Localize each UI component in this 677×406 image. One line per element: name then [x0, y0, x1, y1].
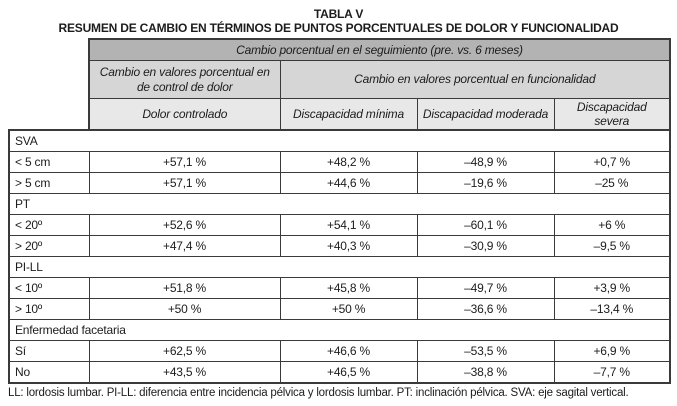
data-cell: +51,8 %	[88, 277, 281, 299]
data-cell: +6 %	[553, 214, 671, 236]
table-number: TABLA V	[313, 7, 364, 21]
header-group-function: Cambio en valores porcentual en funciona…	[279, 60, 671, 99]
data-cell: –13,4 %	[553, 298, 671, 320]
data-cell: +46,5 %	[279, 361, 418, 384]
data-cell: +62,5 %	[88, 340, 281, 362]
table-row: > 5 cm +57,1 % +44,6 % –19,6 % –25 %	[8, 172, 671, 194]
data-cell: +54,1 %	[279, 214, 418, 236]
row-label: < 5 cm	[8, 151, 90, 173]
data-cell: +40,3 %	[279, 235, 418, 257]
data-cell: +46,6 %	[279, 340, 418, 362]
data-cell: –53,5 %	[416, 340, 555, 362]
row-label: < 20º	[8, 214, 90, 236]
section-label: Enfermedad facetaria	[8, 319, 671, 341]
table-row: < 5 cm +57,1 % +48,2 % –48,9 % +0,7 %	[8, 151, 671, 173]
table-title: RESUMEN DE CAMBIO EN TÉRMINOS DE PUNTOS …	[58, 21, 619, 35]
data-cell: –60,1 %	[416, 214, 555, 236]
table-row: > 10º +50 % +50 % –36,6 % –13,4 %	[8, 298, 671, 320]
row-label: Sí	[8, 340, 90, 362]
data-cell: –9,5 %	[553, 235, 671, 257]
data-cell: +57,1 %	[88, 151, 281, 173]
data-cell: –49,7 %	[416, 277, 555, 299]
table-footnote: LL: lordosis lumbar. PI-LL: diferencia e…	[8, 387, 629, 399]
table-row: Sí +62,5 % +46,6 % –53,5 % +6,9 %	[8, 340, 671, 362]
data-cell: –48,9 %	[416, 151, 555, 173]
data-cell: +47,4 %	[88, 235, 281, 257]
header-row-top: Cambio porcentual en el seguimiento (pre…	[9, 38, 671, 130]
section-row-sva: SVA	[8, 129, 671, 152]
section-row-pill: PI-LL	[8, 256, 671, 278]
data-cell: +0,7 %	[553, 151, 671, 173]
row-label: > 5 cm	[8, 172, 90, 194]
header-blank-cell	[9, 39, 89, 130]
table-row: No +43,5 % +46,5 % –38,8 % –7,7 %	[8, 361, 671, 384]
data-cell: –30,9 %	[416, 235, 555, 257]
data-cell: +6,9 %	[553, 340, 671, 362]
data-cell: +52,6 %	[88, 214, 281, 236]
row-label: > 10º	[8, 298, 90, 320]
summary-table: Cambio porcentual en el seguimiento (pre…	[8, 38, 671, 384]
data-cell: +3,9 %	[553, 277, 671, 299]
data-cell: +50 %	[279, 298, 418, 320]
data-cell: –19,6 %	[416, 172, 555, 194]
table-row: < 20º +52,6 % +54,1 % –60,1 % +6 %	[8, 214, 671, 236]
header-row-groups: Cambio en valores porcentual en de contr…	[9, 60, 671, 99]
section-row-enfermedad-facetaria: Enfermedad facetaria	[8, 319, 671, 341]
column-header-discapacidad-severa: Discapacidad severa	[553, 98, 671, 131]
column-header-dolor-controlado: Dolor controlado	[88, 98, 281, 131]
table-row: > 20º +47,4 % +40,3 % –30,9 % –9,5 %	[8, 235, 671, 257]
data-cell: –38,8 %	[416, 361, 555, 384]
section-label: SVA	[8, 129, 671, 152]
data-cell: +44,6 %	[279, 172, 418, 194]
data-cell: –36,6 %	[416, 298, 555, 320]
header-group-pain: Cambio en valores porcentual en de contr…	[88, 60, 281, 99]
table-row: < 10º +51,8 % +45,8 % –49,7 % +3,9 %	[8, 277, 671, 299]
data-cell: +50 %	[88, 298, 281, 320]
column-header-discapacidad-moderada: Discapacidad moderada	[416, 98, 555, 131]
section-label: PT	[8, 193, 671, 215]
data-cell: –7,7 %	[553, 361, 671, 384]
column-header-discapacidad-minima: Discapacidad mínima	[279, 98, 418, 131]
data-cell: +43,5 %	[88, 361, 281, 384]
row-label: < 10º	[8, 277, 90, 299]
row-label: > 20º	[8, 235, 90, 257]
header-row-columns: Dolor controlado Discapacidad mínima Dis…	[9, 98, 671, 131]
row-label: No	[8, 361, 90, 384]
section-label: PI-LL	[8, 256, 671, 278]
data-cell: +45,8 %	[279, 277, 418, 299]
data-cell: +48,2 %	[279, 151, 418, 173]
data-cell: –25 %	[553, 172, 671, 194]
data-cell: +57,1 %	[88, 172, 281, 194]
header-followup-span: Cambio porcentual en el seguimiento (pre…	[88, 38, 671, 61]
section-row-pt: PT	[8, 193, 671, 215]
